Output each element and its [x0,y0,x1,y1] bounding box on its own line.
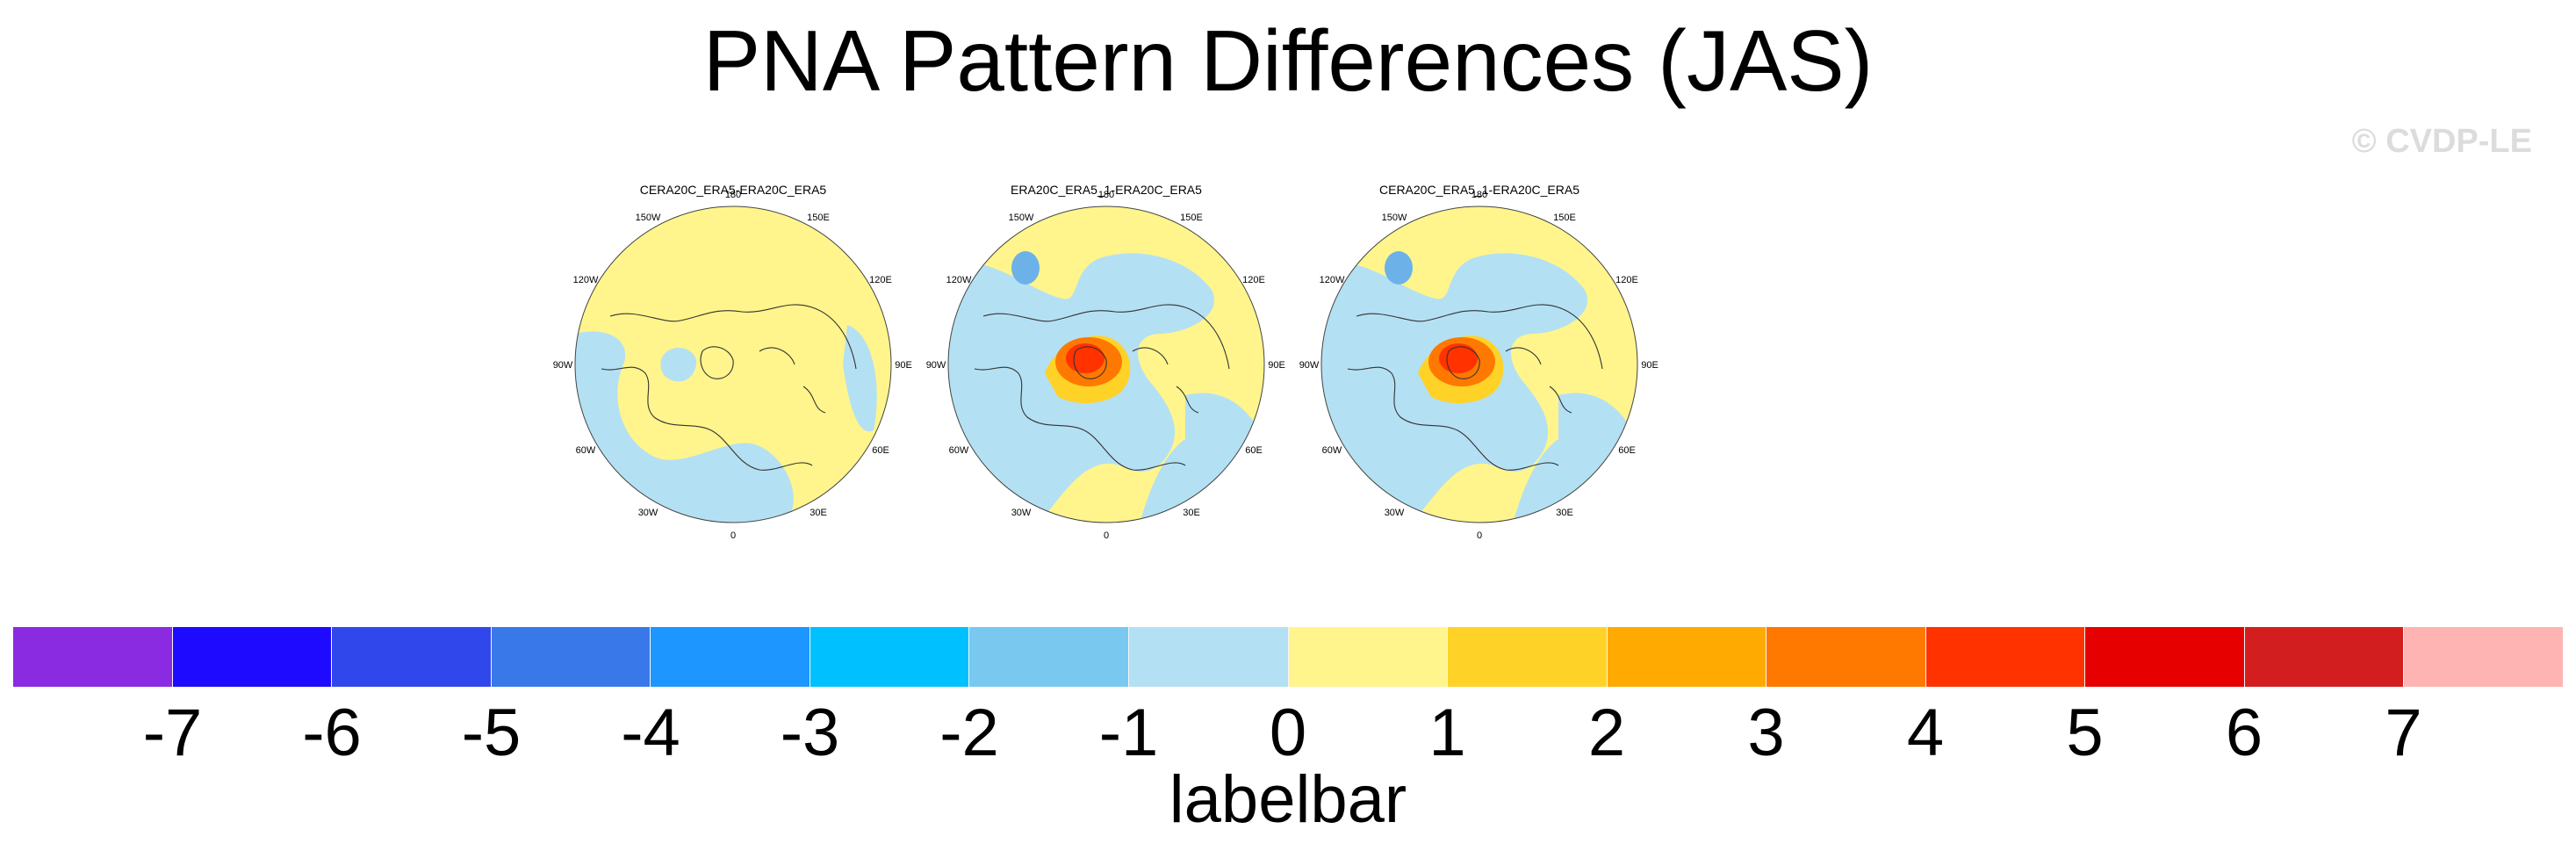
labelbar-tick: -5 [461,696,522,770]
labelbar-tick: 0 [1269,696,1307,770]
longitude-label: 150W [1009,213,1034,223]
longitude-label: 90E [1641,360,1659,371]
labelbar-tick: -1 [1098,696,1159,770]
labelbar-tick: -4 [621,696,680,770]
labelbar-box [2404,627,2563,687]
labelbar-box [969,627,1129,687]
coastline [1356,304,1603,370]
longitude-label: 90E [895,360,912,371]
map-boundary [1320,206,1638,523]
longitude-label: 30W [1011,508,1032,518]
labelbar-box [1448,627,1608,687]
longitude-label: 30E [1556,508,1573,518]
labelbar-box [2244,627,2405,687]
labelbar-box [1767,627,1926,687]
labelbar-tick: -3 [780,696,840,770]
labelbar-tick: -2 [939,696,999,770]
longitude-label: 0 [1477,530,1482,541]
coastline [1505,347,1572,414]
longitude-label: 180 [1471,190,1487,200]
longitude-label: 150W [1382,213,1407,223]
labelbar-tick: 6 [2225,696,2263,770]
labelbar-box [13,627,173,687]
longitude-label: 90W [926,360,946,371]
labelbar-tick: 5 [2066,696,2104,770]
panel-title: CERA20C_ERA5-ERA20C_ERA5 [639,183,827,197]
negative-center [1385,251,1413,285]
longitude-label: 60W [576,445,596,456]
watermark: © CVDP-LE [2351,123,2532,160]
coastline [601,366,813,471]
labelbar-box [491,627,651,687]
labelbar-box [809,627,970,687]
coastline [1347,366,1559,471]
map-boundary [574,206,892,523]
map-boundary [947,206,1265,523]
coastline [609,304,857,370]
coastline [974,366,1186,471]
coastline [759,347,826,414]
longitude-label: 90W [553,360,573,371]
labelbar-tick: 1 [1428,696,1466,770]
longitude-label: 180 [1098,190,1114,200]
longitude-label: 120E [1615,275,1638,285]
longitude-label: 30W [638,508,658,518]
polar-map-2: 180 150E 120E 90E 60E 30E 0 30W 60W 90W 120W 150W [926,190,1285,541]
longitude-label: 30E [809,508,827,518]
longitude-label: 60E [1618,445,1636,456]
longitude-label: 90W [1299,360,1320,371]
labelbar-title: labelbar [1169,762,1407,837]
panel-title: ERA20C_ERA5_1-ERA20C_ERA5 [1011,183,1202,197]
labelbar-box [172,627,333,687]
labelbar-tick: 3 [1747,696,1785,770]
longitude-label: 30E [1183,508,1200,518]
longitude-label: 60W [1322,445,1342,456]
longitude-label: 120W [946,275,972,285]
longitude-label: 60W [949,445,969,456]
coastline [1132,347,1199,414]
longitude-label: 60E [1245,445,1263,456]
map-panel-2: ERA20C_ERA5_1-ERA20C_ERA5 180 150E 120E 90E… [922,176,1291,553]
labelbar-box [651,627,810,687]
coastline [982,304,1230,370]
positive-center [1439,343,1478,373]
coastline [700,346,734,379]
polar-map-3: 180 150E 120E 90E 60E 30E 0 30W 60W 90W 120W 150W [1299,190,1659,541]
longitude-label: 120W [1320,275,1345,285]
labelbar-tick: -7 [142,696,203,770]
labelbar-tick: 4 [1906,696,1945,770]
labelbar-box [332,627,492,687]
longitude-label: 30W [1385,508,1405,518]
longitude-label: 150E [1180,213,1203,223]
longitude-label: 0 [1104,530,1109,541]
labelbar-tick: 7 [2385,696,2422,770]
longitude-label: 120W [573,275,599,285]
labelbar-box [1607,627,1767,687]
coastline [1073,346,1107,379]
map-panel-1: CERA20C_ERA5-ERA20C_ERA5 180 150E 120E 90E 6… [549,176,917,553]
longitude-label: 150E [1553,213,1576,223]
longitude-label: 150E [807,213,830,223]
longitude-label: 90E [1268,360,1285,371]
figure-title: PNA Pattern Differences (JAS) [702,12,1874,109]
longitude-label: 120E [1242,275,1265,285]
longitude-label: 120E [869,275,892,285]
longitude-label: 180 [725,190,741,200]
longitude-label: 150W [636,213,661,223]
color-labelbar [13,627,2563,687]
labelbar-tick: 2 [1587,696,1626,770]
labelbar-tick: -6 [302,696,362,770]
map-panel-3: CERA20C_ERA5_1-ERA20C_ERA5 180 150E 120E 90… [1295,176,1664,553]
labelbar-box [1288,627,1449,687]
panel-title: CERA20C_ERA5_1-ERA20C_ERA5 [1379,183,1579,197]
longitude-label: 60E [872,445,889,456]
labelbar-box [1925,627,2086,687]
labelbar-box [2085,627,2245,687]
longitude-label: 0 [730,530,736,541]
coastline [1446,346,1480,379]
labelbar-box [1128,627,1289,687]
negative-center [1011,251,1040,285]
polar-map-1: 180 150E 120E 90E 60E 30E 0 30W 60W 90W 120W 150W [553,190,912,541]
positive-center [1066,343,1105,373]
